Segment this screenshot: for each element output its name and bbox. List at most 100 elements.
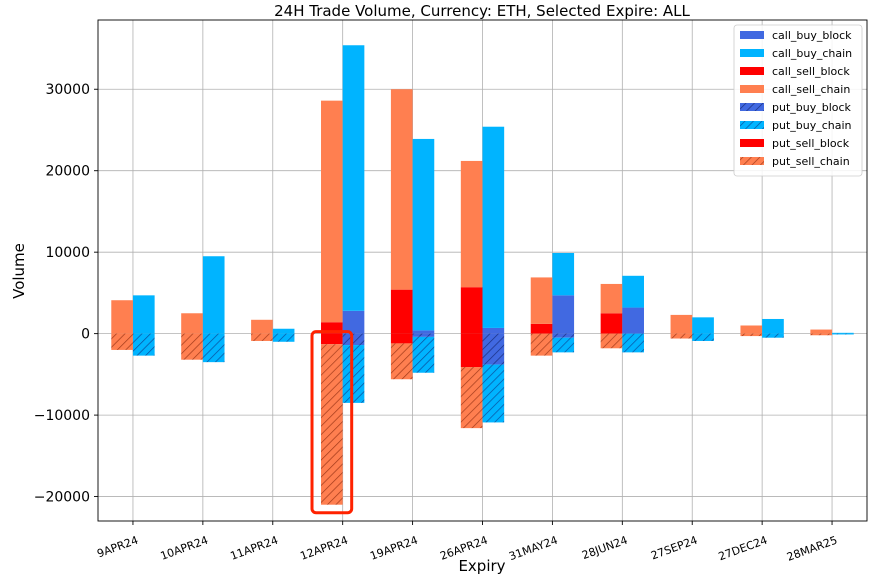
bar-put_buy_chain-11APR24 [272, 333, 295, 342]
x-tick-label: 12APR24 [298, 534, 349, 563]
bar-put_buy_block-26APR24 [482, 333, 505, 365]
bar-put_sell_chain-31MAY24 [530, 333, 553, 356]
x-axis-label: Expiry [458, 557, 505, 575]
legend-label-call_sell_block: call_sell_block [772, 65, 850, 78]
bar-call_buy_chain-27SEP24 [692, 317, 714, 334]
legend-frame [733, 24, 863, 177]
y-tick-label: 0 [81, 327, 90, 343]
bar-put_sell_chain-28JUN24 [600, 333, 623, 349]
bar-put_buy_chain-27DEC24 [762, 333, 784, 338]
bar-put_buy_chain-28MAR25 [832, 333, 854, 335]
bar-put_buy_block-19APR24 [412, 333, 435, 337]
bar-call_buy_chain-28MAR25 [832, 332, 854, 334]
bar-call_sell_block-26APR24 [460, 287, 483, 334]
bar-put_sell_chain-11APR24 [251, 333, 273, 341]
annotation-layer [310, 330, 354, 515]
x-tick-label: 27SEP24 [649, 534, 699, 563]
bar-put_buy_chain-10APR24 [202, 333, 225, 363]
bar-put_buy_chain-31MAY24 [552, 337, 575, 353]
legend-swatch-call_buy_chain [740, 49, 764, 57]
bar-call_sell_chain-26APR24 [460, 160, 483, 288]
x-tick-label: 10APR24 [159, 534, 210, 563]
bar-put_sell_chain-26APR24 [460, 367, 483, 429]
legend-label-call_buy_chain: call_buy_chain [772, 47, 852, 60]
x-tick-label: 28MAR25 [785, 534, 839, 564]
bar-call_buy_chain-11APR24 [272, 328, 295, 334]
bar-call_sell_block-19APR24 [390, 289, 413, 334]
legend-swatch-put_sell_block [740, 139, 764, 147]
legend-swatch-put_sell_chain [740, 157, 764, 165]
legend: call_buy_block call_buy_chain call_sell_bl… [733, 24, 863, 177]
bar-call_sell_chain-27DEC24 [740, 325, 763, 334]
y-tick-label: 20000 [45, 164, 90, 180]
bar-put_sell_chain-28MAR25 [810, 333, 833, 336]
legend-label-put_sell_block: put_sell_block [772, 137, 850, 150]
bar-call_buy_block-12APR24 [342, 310, 365, 334]
chart-title: 24H Trade Volume, Currency: ETH, Selecte… [274, 2, 690, 20]
bar-call_sell_block-31MAY24 [530, 323, 553, 334]
bar-call_buy_chain-9APR24 [132, 295, 155, 334]
bar-put_buy_chain-26APR24 [482, 364, 505, 423]
legend-swatch-call_sell_block [740, 67, 764, 75]
bar-put_sell_chain-27DEC24 [740, 333, 763, 337]
bar-call_buy_chain-19APR24 [412, 138, 435, 331]
legend-label-call_sell_chain: call_sell_chain [772, 83, 850, 96]
bar-put_buy_chain-27SEP24 [692, 333, 714, 341]
y-axis-label: Volume [10, 243, 28, 299]
bar-call_buy_chain-28JUN24 [622, 275, 644, 308]
bar-put_sell_chain-12APR24 [321, 344, 343, 505]
legend-swatch-put_buy_chain [740, 121, 764, 129]
bar-call_buy_block-26APR24 [482, 327, 505, 334]
bar-put_buy_block-31MAY24 [552, 333, 575, 338]
bar-put_sell_chain-27SEP24 [670, 333, 693, 339]
y-ticks: −20000 −10000 0 10000 20000 30000 [34, 82, 98, 506]
bar-call_buy_chain-10APR24 [202, 256, 225, 334]
bar-call_buy_block-19APR24 [412, 330, 435, 334]
legend-label-put_sell_chain: put_sell_chain [772, 155, 850, 168]
bar-put_buy_chain-9APR24 [132, 333, 155, 356]
bar-call_sell_chain-9APR24 [111, 300, 133, 334]
x-tick-label: 11APR24 [229, 534, 280, 563]
bar-call_sell_chain-28MAR25 [810, 329, 833, 334]
bar-call_sell_chain-28JUN24 [600, 283, 623, 314]
highlight-box [310, 330, 354, 515]
bar-call_buy_chain-27DEC24 [762, 318, 784, 334]
x-tick-label: 27DEC24 [717, 534, 769, 564]
legend-swatch-call_sell_chain [740, 85, 764, 93]
bar-call_sell_chain-31MAY24 [530, 277, 553, 324]
bar-call_buy_block-31MAY24 [552, 295, 575, 334]
y-tick-label: 10000 [45, 245, 90, 261]
y-tick-label: −10000 [34, 408, 90, 424]
bars-layer [111, 45, 854, 505]
bar-put_sell_block-12APR24 [321, 333, 343, 345]
bar-put_buy_chain-12APR24 [342, 345, 365, 403]
bar-call_sell_chain-10APR24 [181, 313, 203, 334]
bar-put_sell_chain-9APR24 [111, 333, 133, 350]
legend-swatch-put_buy_block [740, 103, 764, 111]
legend-label-put_buy_block: put_buy_block [772, 101, 852, 114]
bar-call_buy_block-28JUN24 [622, 307, 644, 334]
bar-put_sell_block-26APR24 [460, 333, 483, 368]
y-tick-label: 30000 [45, 82, 90, 98]
bar-put_buy_block-12APR24 [342, 333, 365, 346]
bar-call_sell_block-12APR24 [321, 322, 343, 334]
x-tick-label: 9APR24 [95, 534, 140, 561]
y-tick-label: −20000 [34, 490, 90, 506]
bar-put_buy_chain-28JUN24 [622, 333, 644, 353]
bar-call_sell_chain-12APR24 [321, 100, 343, 323]
bar-call_buy_chain-12APR24 [342, 45, 365, 311]
x-tick-label: 31MAY24 [507, 534, 559, 564]
bar-call_sell_chain-11APR24 [251, 319, 273, 334]
bar-put_sell_chain-10APR24 [181, 333, 203, 360]
bar-call_sell_chain-27SEP24 [670, 314, 693, 334]
legend-label-call_buy_block: call_buy_block [772, 29, 852, 42]
bar-call_sell_chain-19APR24 [390, 89, 413, 290]
bar-call_buy_chain-26APR24 [482, 126, 505, 328]
bar-call_sell_block-28JUN24 [600, 313, 623, 334]
bar-put_sell_chain-19APR24 [390, 343, 413, 380]
bar-put_sell_block-19APR24 [390, 333, 413, 344]
x-tick-label: 19APR24 [368, 534, 419, 563]
x-tick-label: 28JUN24 [580, 534, 629, 562]
legend-swatch-call_buy_block [740, 31, 764, 39]
